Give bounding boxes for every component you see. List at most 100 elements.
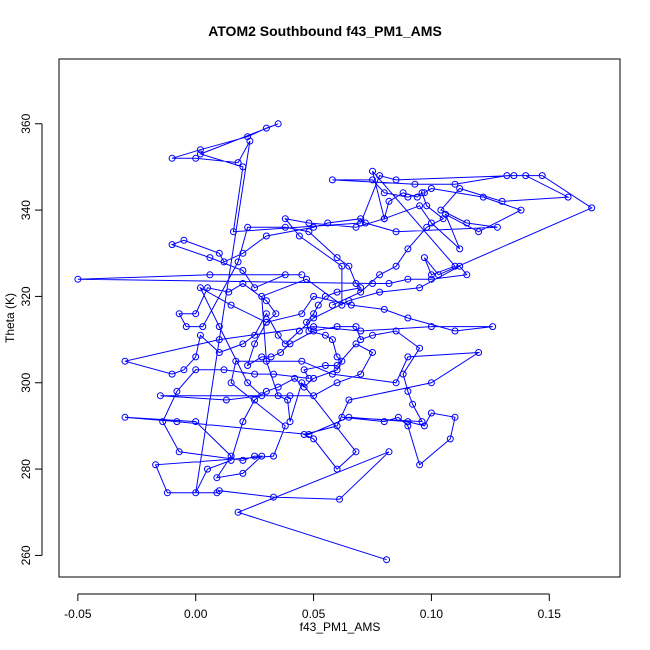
data-point <box>423 202 431 210</box>
data-point <box>222 396 230 404</box>
data-point <box>239 469 247 477</box>
data-point <box>357 370 365 378</box>
data-point <box>399 370 407 378</box>
data-point <box>427 271 435 279</box>
data-point <box>204 284 211 292</box>
data-point <box>305 327 313 335</box>
data-point <box>352 448 360 456</box>
data-point <box>192 353 200 361</box>
data-point <box>333 465 341 473</box>
data-point <box>159 418 167 426</box>
data-point <box>298 357 306 365</box>
data-point <box>463 271 471 279</box>
data-point <box>305 374 313 382</box>
data-point <box>451 262 459 270</box>
data-point <box>338 357 346 365</box>
data-point <box>262 357 270 365</box>
data-point <box>385 197 393 205</box>
data-point <box>394 413 402 421</box>
data-point <box>213 489 221 497</box>
data-point <box>475 349 483 356</box>
data-point <box>196 331 204 339</box>
data-point <box>239 267 247 274</box>
data-point <box>333 366 341 374</box>
data-point <box>376 172 384 180</box>
data-point <box>310 323 318 331</box>
data-point <box>234 159 242 167</box>
data-point <box>204 465 211 473</box>
data-point <box>175 448 183 456</box>
data-point <box>352 223 360 231</box>
data-point <box>451 180 459 188</box>
data-point <box>229 228 237 236</box>
data-point <box>383 556 391 564</box>
data-point <box>475 228 483 236</box>
data-point <box>239 418 247 426</box>
data-point <box>456 262 464 270</box>
data-point <box>409 400 417 408</box>
series-layer <box>74 120 596 564</box>
data-point <box>357 327 365 335</box>
data-point <box>418 189 426 197</box>
data-point <box>380 418 388 426</box>
data-point <box>251 331 259 339</box>
data-point <box>281 422 289 430</box>
y-tick-label: 320 <box>19 286 33 306</box>
data-point <box>286 392 294 400</box>
data-point <box>427 379 435 387</box>
data-point <box>418 418 426 426</box>
data-point <box>392 176 400 184</box>
data-point <box>272 310 280 318</box>
data-point <box>333 353 341 361</box>
data-point <box>251 452 259 460</box>
data-point <box>180 366 188 374</box>
data-point <box>298 271 306 279</box>
chart-title: ATOM2 Southbound f43_PM1_AMS <box>208 23 442 39</box>
data-point <box>416 202 424 210</box>
data-point <box>333 323 341 331</box>
data-point <box>227 379 235 387</box>
data-point <box>538 172 546 180</box>
data-point <box>456 245 464 253</box>
x-tick-label: 0.15 <box>538 607 562 621</box>
y-tick-label: 300 <box>19 372 33 392</box>
data-point <box>234 508 242 516</box>
data-point <box>321 331 329 339</box>
data-point <box>435 271 442 279</box>
data-point <box>239 280 247 287</box>
data-point <box>416 284 424 292</box>
data-point <box>427 275 435 283</box>
data-point <box>427 185 435 192</box>
data-point <box>274 392 282 400</box>
data-point <box>196 284 204 292</box>
data-point <box>274 331 282 339</box>
data-point <box>173 418 181 426</box>
y-axis: 260 280 300 320 340 360 <box>19 113 43 565</box>
data-point <box>262 318 270 326</box>
data-point <box>305 431 313 438</box>
data-point <box>182 323 190 331</box>
data-point <box>479 193 487 201</box>
data-point <box>305 219 313 227</box>
data-point <box>380 305 388 313</box>
data-point <box>310 310 318 318</box>
data-point <box>281 223 289 231</box>
data-point <box>338 301 346 309</box>
data-point <box>206 271 214 279</box>
data-point <box>180 236 188 244</box>
data-point <box>310 435 318 443</box>
data-point <box>456 185 464 192</box>
data-point <box>493 223 501 231</box>
data-point <box>404 245 412 253</box>
series-line <box>77 123 593 561</box>
data-point <box>463 219 471 227</box>
data-point <box>270 370 277 378</box>
y-axis-label: Theta (K) <box>3 293 17 343</box>
data-point <box>251 340 259 348</box>
data-point <box>192 489 200 497</box>
data-point <box>298 310 306 318</box>
data-point <box>357 288 365 296</box>
data-point <box>239 249 247 257</box>
data-point <box>232 357 240 365</box>
data-point <box>369 349 376 356</box>
